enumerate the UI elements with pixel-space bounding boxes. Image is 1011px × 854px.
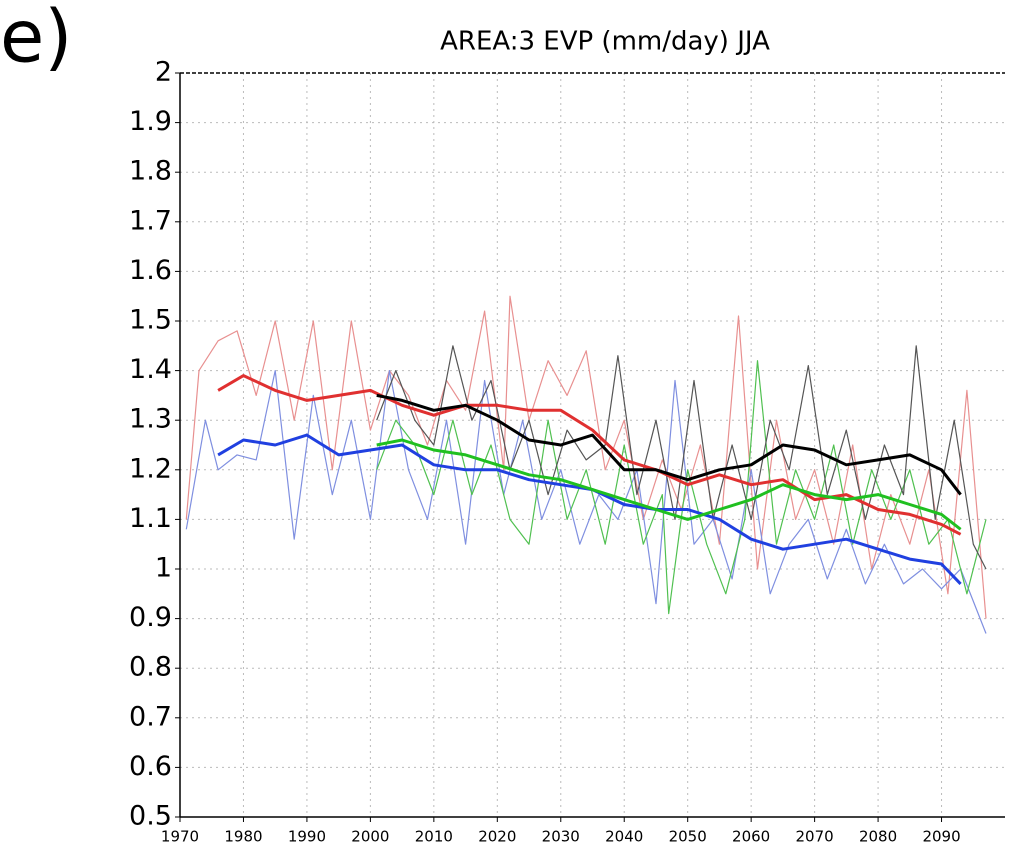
- x-tick-label: 2000: [351, 828, 389, 846]
- y-tick-label: 1.2: [129, 453, 172, 484]
- x-tick-label: 2010: [415, 828, 453, 846]
- y-tick-label: 1.5: [129, 305, 172, 336]
- x-tick-label: 1980: [224, 828, 262, 846]
- x-tick-label: 2040: [605, 828, 643, 846]
- y-tick-label: 0.8: [129, 652, 172, 683]
- y-tick-label: 1.4: [129, 354, 172, 385]
- y-tick-label: 1.1: [129, 503, 172, 534]
- y-tick-label: 1.6: [129, 255, 172, 286]
- panel-label: e): [0, 0, 72, 79]
- x-tick-label: 2020: [478, 828, 516, 846]
- x-tick-label: 2090: [922, 828, 960, 846]
- y-tick-label: 1.3: [129, 404, 172, 435]
- series-line: [376, 393, 962, 496]
- y-tick-label: 1: [155, 553, 172, 584]
- x-tick-label: 1970: [161, 828, 199, 846]
- x-tick-label: 2050: [669, 828, 707, 846]
- series-line: [185, 295, 987, 619]
- x-tick-label: 2080: [859, 828, 897, 846]
- x-tick-label: 2070: [796, 828, 834, 846]
- x-tick-label: 1990: [288, 828, 326, 846]
- series-line: [185, 370, 987, 634]
- x-tick-label: 2060: [732, 828, 770, 846]
- x-tick-label: 2030: [542, 828, 580, 846]
- y-tick-label: 2: [155, 57, 172, 88]
- y-tick-label: 1.8: [129, 156, 172, 187]
- y-tick-label: 0.6: [129, 751, 172, 782]
- y-tick-label: 1.7: [129, 205, 172, 236]
- chart-title: AREA:3 EVP (mm/day) JJA: [440, 27, 770, 57]
- y-tick-label: 1.9: [129, 106, 172, 137]
- series-line: [376, 438, 962, 531]
- y-tick-label: 0.9: [129, 602, 172, 633]
- y-tick-label: 0.7: [129, 701, 172, 732]
- series-line: [376, 345, 987, 570]
- series-line: [217, 374, 962, 536]
- y-tick-label: 0.5: [129, 801, 172, 832]
